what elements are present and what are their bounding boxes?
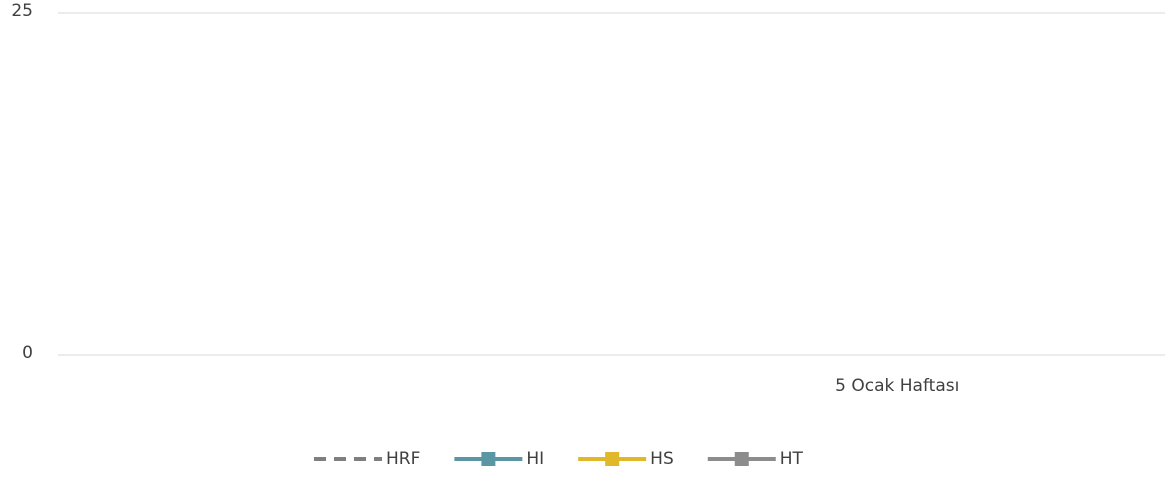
- legend-label: HI: [526, 449, 544, 469]
- legend-label: HT: [780, 449, 804, 469]
- y-tick-label: 0: [22, 343, 33, 363]
- legend-marker: [481, 452, 496, 466]
- y-tick-label: 25: [11, 1, 33, 21]
- legend-marker: [605, 452, 620, 466]
- x-tick-label: 5 Ocak Haftası: [835, 376, 959, 396]
- legend-marker: [734, 452, 749, 466]
- legend-label: HS: [650, 449, 674, 469]
- legend-label: HRF: [386, 449, 420, 469]
